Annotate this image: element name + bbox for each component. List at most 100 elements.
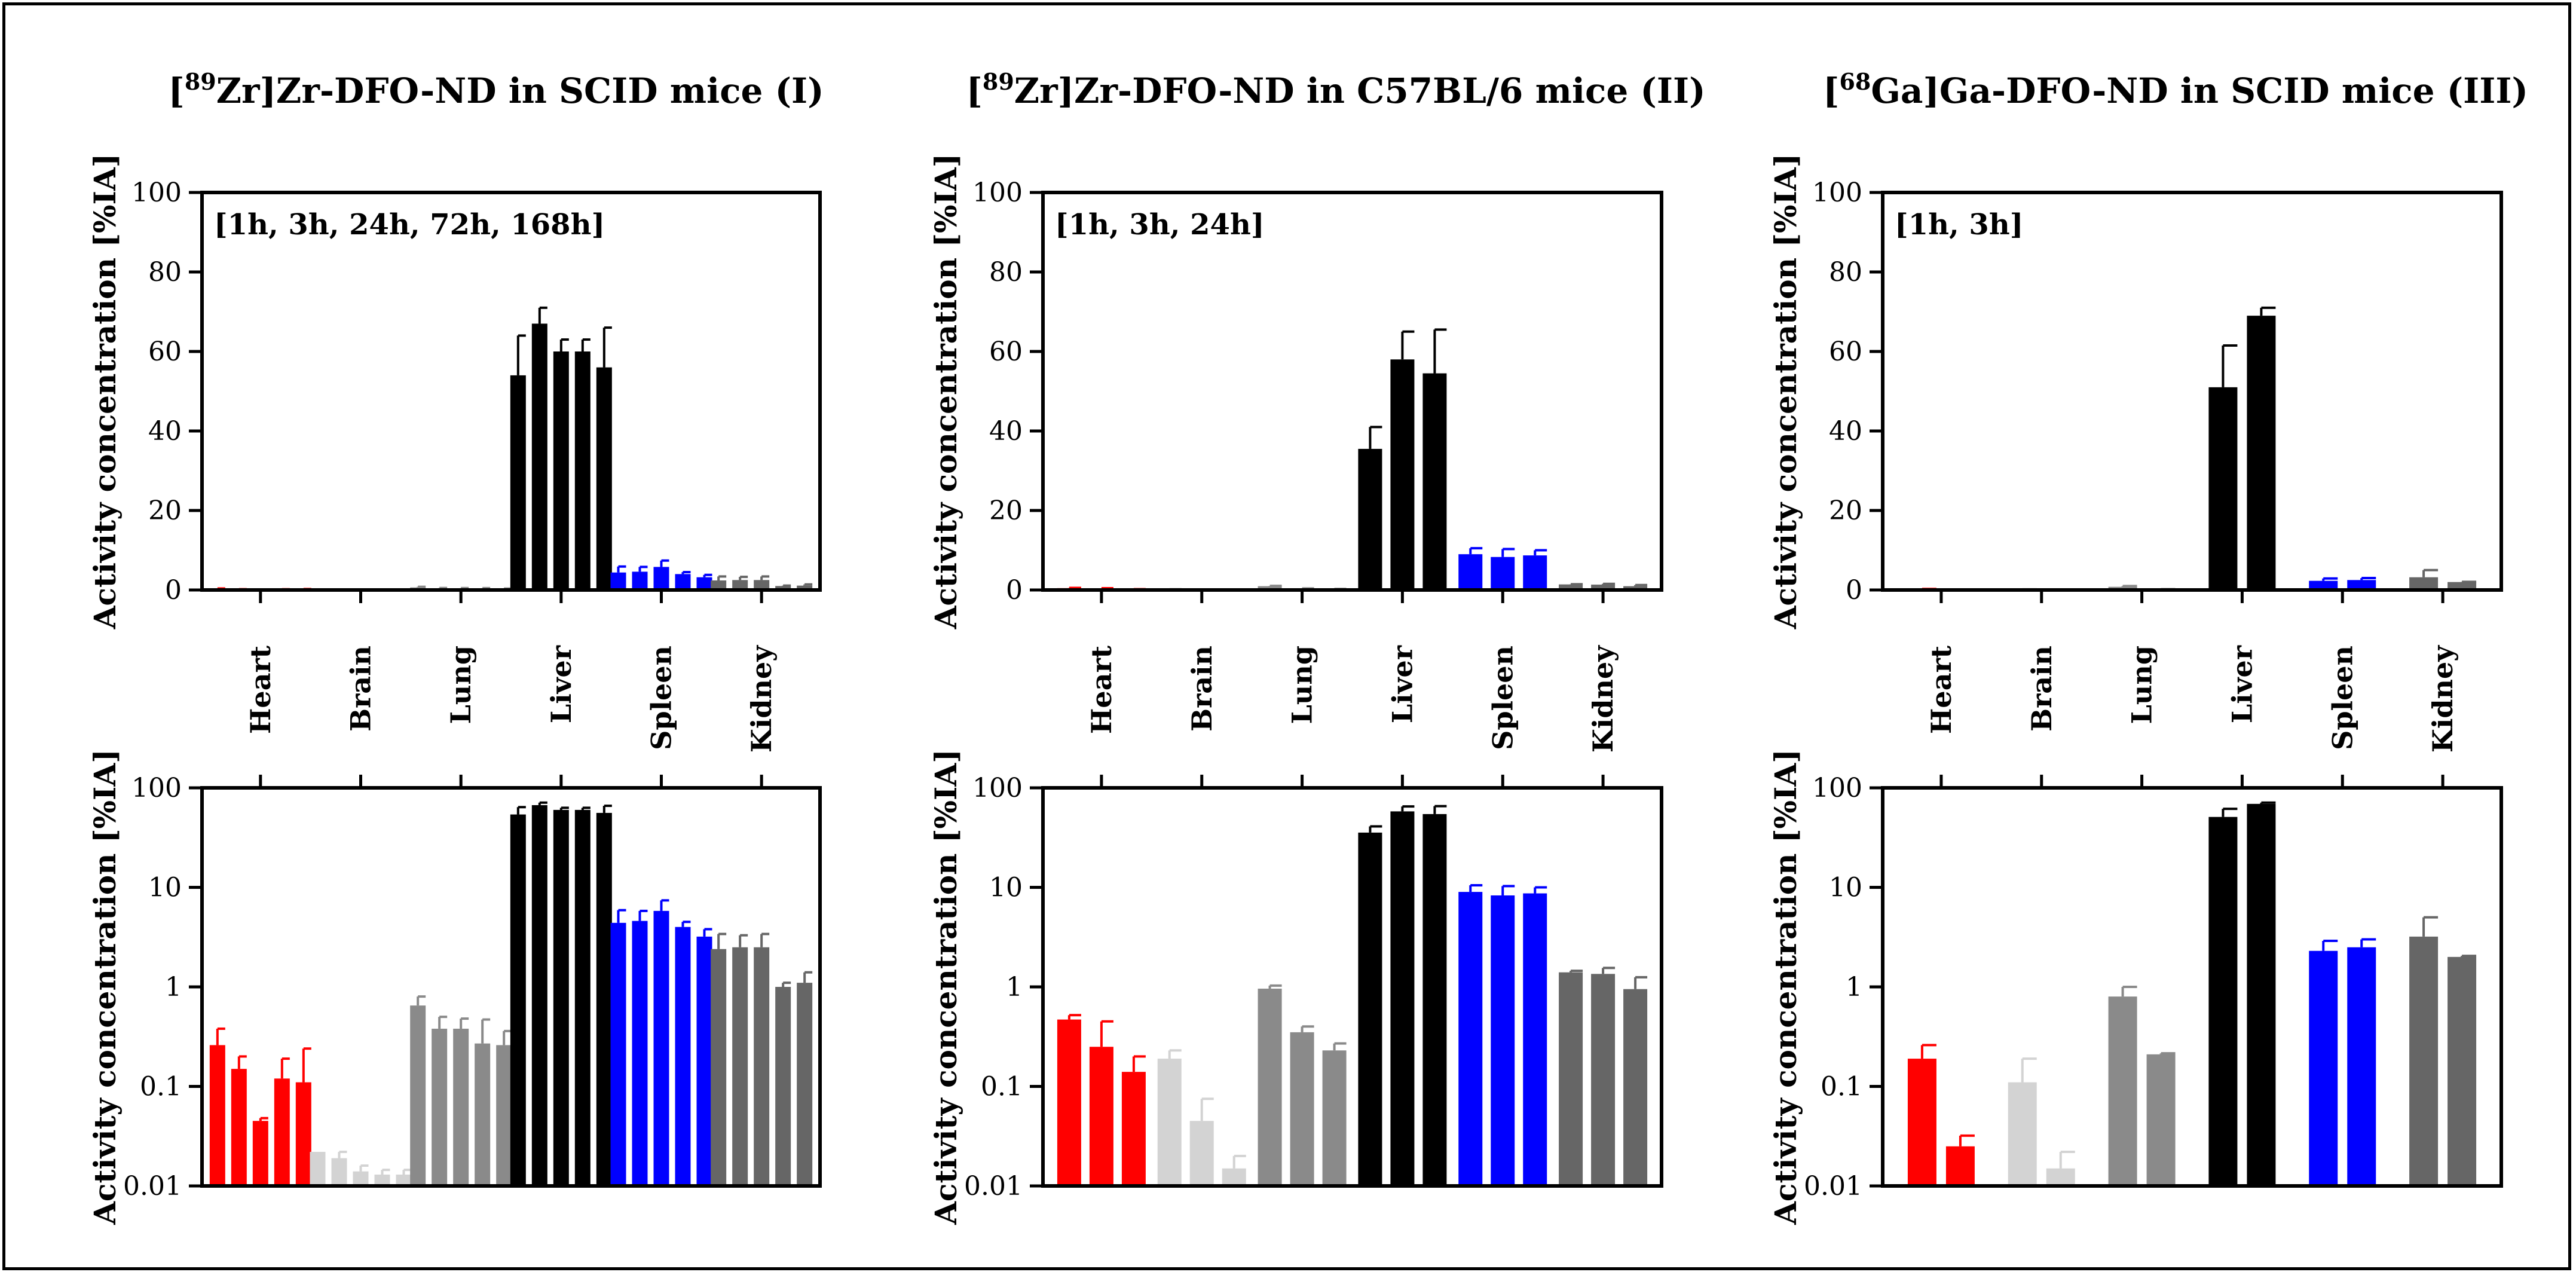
- category-label-liver: Liver: [545, 645, 577, 723]
- bar-liver: [1358, 448, 1382, 590]
- category-label-kidney: Kidney: [1587, 645, 1619, 753]
- y-tick-label: 80: [148, 257, 182, 288]
- y-tick-label: 0.01: [1804, 1171, 1862, 1201]
- bar-liver: [2208, 387, 2238, 590]
- bar-kidney: [797, 983, 813, 1186]
- bar-spleen: [610, 572, 626, 590]
- bar-liver: [596, 367, 612, 590]
- panel-2: [89Zr]Zr-DFO-ND in C57BL/6 mice (II) 0 20 4…: [928, 68, 1706, 1225]
- bar-liver: [531, 805, 547, 1186]
- plot-frame: [1881, 786, 2503, 1188]
- bar-brain: [331, 1158, 347, 1186]
- bar-spleen: [2309, 580, 2338, 590]
- bar-spleen: [632, 571, 648, 590]
- bar-liver: [553, 809, 569, 1186]
- y-tick-label: 10: [148, 873, 182, 903]
- bar-spleen: [675, 574, 691, 590]
- category-label-heart: Heart: [244, 645, 277, 734]
- y-tick-label: 1: [165, 972, 182, 1002]
- bar-heart: [252, 1121, 268, 1186]
- plot-frame: [200, 786, 822, 1188]
- category-label-spleen: Spleen: [645, 646, 678, 750]
- y-axis-label: Activity concentration [%IA]: [1768, 154, 1803, 630]
- y-tick-label: 0.1: [981, 1072, 1023, 1102]
- bar-spleen: [1491, 557, 1515, 590]
- y-tick-label: 100: [972, 773, 1023, 803]
- y-tick-label: 80: [1829, 257, 1862, 288]
- bar-kidney: [732, 580, 748, 590]
- category-label-brain: Brain: [1186, 646, 1218, 732]
- y-tick-label: 0: [1006, 575, 1023, 606]
- bar-brain: [1222, 1168, 1246, 1186]
- bar-brain: [310, 1151, 326, 1186]
- bar-spleen: [1523, 555, 1547, 590]
- bar-kidney: [1623, 586, 1648, 590]
- bar-kidney: [2447, 956, 2477, 1186]
- bar-brain: [353, 1171, 369, 1186]
- panel-3: [68Ga]Ga-DFO-ND in SCID mice (III) 0 20 40 6…: [1768, 68, 2528, 1225]
- bar-spleen: [653, 910, 669, 1186]
- y-tick-label: 60: [148, 337, 182, 367]
- bar-liver: [596, 812, 612, 1186]
- y-tick-label: 100: [131, 178, 182, 208]
- bar-heart: [274, 1078, 290, 1186]
- bar-lung: [432, 1028, 448, 1186]
- linear-plot: 0 20 40 60 80 100 [1h, 3h, 24h, 72h, 168h] Hear…: [87, 154, 822, 753]
- bar-liver: [531, 323, 547, 590]
- y-tick-label: 1: [1006, 972, 1023, 1002]
- bar-lung: [1258, 988, 1282, 1186]
- y-tick-label: 40: [148, 416, 182, 447]
- category-label-heart: Heart: [1085, 645, 1118, 734]
- bar-kidney: [1559, 584, 1583, 590]
- category-label-lung: Lung: [2126, 646, 2158, 724]
- bar-spleen: [610, 922, 626, 1186]
- y-tick-label: 20: [989, 496, 1023, 526]
- panel-title: [68Ga]Ga-DFO-ND in SCID mice (III): [1823, 68, 2528, 111]
- bar-kidney: [1591, 974, 1616, 1186]
- bar-spleen: [1523, 893, 1547, 1186]
- y-tick-label: 40: [1829, 416, 1862, 447]
- category-label-brain: Brain: [345, 646, 377, 732]
- linear-plot: 0 20 40 60 80 100 [1h, 3h, 24h] Heart Brain Lung L…: [928, 154, 1663, 753]
- bar-spleen: [2347, 947, 2376, 1186]
- bar-spleen: [1458, 892, 1483, 1186]
- bar-liver: [553, 351, 569, 590]
- bar-kidney: [754, 580, 770, 590]
- bar-brain: [374, 1175, 390, 1186]
- y-tick-label: 20: [1829, 496, 1862, 526]
- y-tick-label: 1: [1846, 972, 1862, 1002]
- y-tick-label: 40: [989, 416, 1023, 447]
- bar-heart: [1945, 1146, 1975, 1186]
- y-axis-label: Activity concentration [%IA]: [928, 749, 963, 1225]
- bar-liver: [2247, 803, 2276, 1186]
- bar-liver: [510, 814, 526, 1186]
- timepoints-annotation: [1h, 3h, 24h, 72h, 168h]: [214, 208, 605, 241]
- bar-kidney: [797, 585, 813, 590]
- bar-spleen: [1458, 554, 1483, 590]
- category-label-lung: Lung: [1286, 646, 1318, 724]
- bar-heart: [1907, 1059, 1936, 1186]
- bar-liver: [1422, 373, 1447, 590]
- y-tick-label: 60: [1829, 337, 1862, 367]
- bar-kidney: [2409, 577, 2439, 590]
- bar-brain: [2046, 1168, 2075, 1186]
- y-tick-label: 100: [1812, 773, 1862, 803]
- category-label-spleen: Spleen: [2326, 646, 2358, 750]
- category-label-lung: Lung: [445, 646, 477, 724]
- bar-heart: [231, 1069, 247, 1186]
- bar-liver: [574, 809, 591, 1186]
- bar-lung: [2146, 1054, 2176, 1186]
- bar-kidney: [775, 586, 791, 590]
- y-tick-label: 10: [1829, 873, 1862, 903]
- bar-kidney: [775, 987, 791, 1186]
- y-axis-label: Activity concentration [%IA]: [87, 749, 123, 1225]
- bar-heart: [1089, 1047, 1113, 1186]
- linear-plot: 0 20 40 60 80 100 [1h, 3h] Heart Brain Lung Liver S…: [1768, 154, 2503, 753]
- y-tick-label: 0: [165, 575, 182, 606]
- y-tick-label: 0.1: [140, 1072, 182, 1102]
- y-axis-label: Activity concentration [%IA]: [1768, 749, 1803, 1225]
- bar-heart: [1121, 1072, 1146, 1186]
- bar-liver: [510, 375, 526, 590]
- bar-spleen: [2309, 950, 2338, 1186]
